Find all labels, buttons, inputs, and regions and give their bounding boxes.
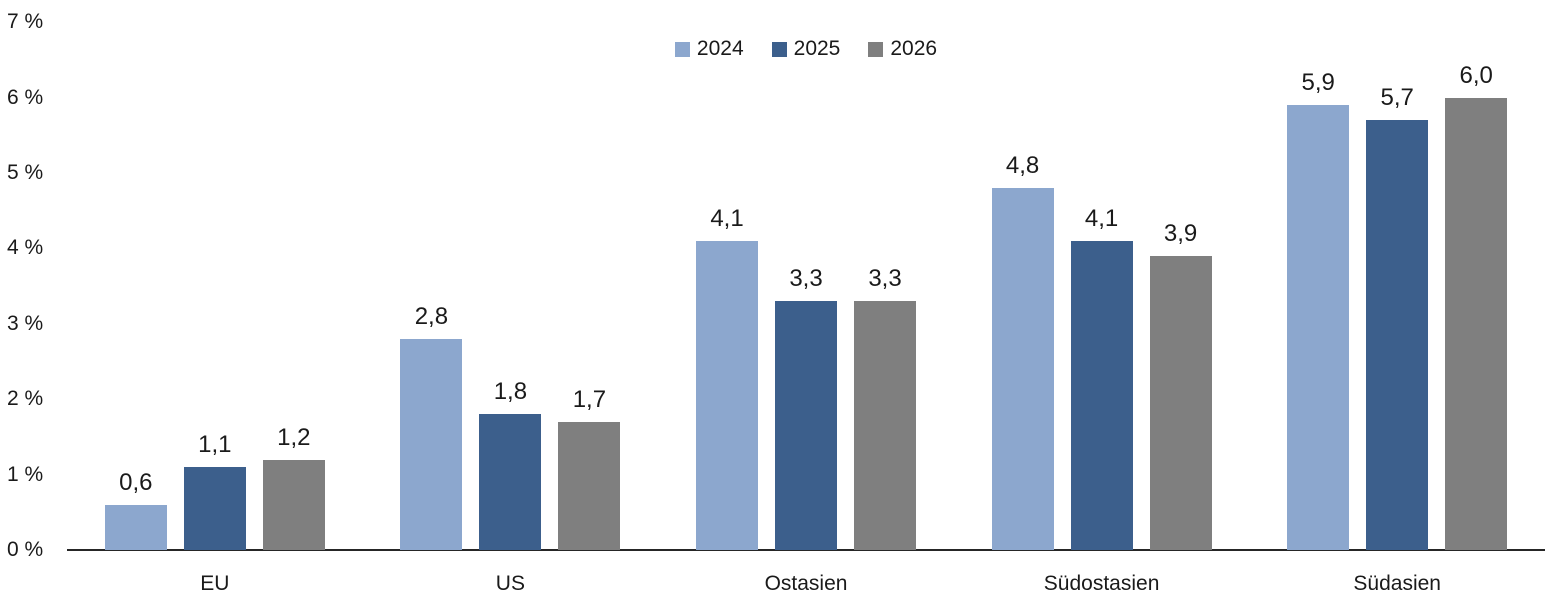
- data-label-Südasien-2024: 5,9: [1301, 69, 1335, 97]
- data-label-Ostasien-2024: 4,1: [710, 204, 744, 232]
- y-axis-tick-label: 6 %: [7, 85, 44, 109]
- data-label-Südostasien-2025: 4,1: [1084, 204, 1119, 232]
- y-axis-tick-label: 0 %: [7, 538, 44, 561]
- data-label-US-2026: 1,7: [572, 385, 607, 413]
- data-label-Südasien-2025: 5,7: [1380, 84, 1414, 112]
- bar-US-2026: [558, 421, 621, 550]
- y-axis-tick-label: 3 %: [7, 311, 44, 335]
- y-axis-tick-label: 7 %: [7, 10, 44, 34]
- data-label-Südostasien-2026: 3,9: [1163, 219, 1198, 247]
- bar-Südasien-2026: [1445, 97, 1508, 550]
- y-axis-tick-label: 2 %: [7, 387, 44, 411]
- bar-US-2024: [400, 338, 463, 550]
- data-label-Südasien-2026: 6,0: [1459, 61, 1493, 89]
- bar-Südasien-2024: [1287, 105, 1350, 550]
- x-axis-category-label: US: [495, 572, 525, 595]
- data-label-Ostasien-2026: 3,3: [868, 265, 902, 293]
- y-axis-tick-label: 5 %: [7, 161, 44, 184]
- bar-EU-2026: [262, 459, 325, 550]
- bar-Südasien-2025: [1366, 120, 1429, 550]
- data-label-EU-2024: 0,6: [119, 468, 153, 496]
- bar-Südostasien-2025: [1070, 240, 1133, 550]
- x-axis-category-label: Südasien: [1353, 572, 1441, 595]
- bar-Ostasien-2026: [854, 301, 916, 550]
- bar-EU-2025: [183, 467, 246, 550]
- bar-Ostasien-2024: [696, 240, 758, 550]
- bar-US-2025: [479, 414, 542, 550]
- data-label-US-2025: 1,8: [493, 378, 528, 406]
- data-label-EU-2026: 1,2: [277, 423, 311, 451]
- x-axis-category-label: Südostasien: [1043, 572, 1160, 595]
- bar-Ostasien-2025: [775, 301, 837, 550]
- data-label-EU-2025: 1,1: [198, 431, 232, 459]
- data-label-Südostasien-2024: 4,8: [1005, 152, 1040, 180]
- data-label-US-2024: 2,8: [414, 302, 449, 330]
- x-axis-category-label: EU: [200, 572, 230, 595]
- bar-EU-2024: [104, 504, 167, 550]
- y-axis-tick-label: 1 %: [7, 462, 44, 486]
- bar-Südostasien-2026: [1149, 255, 1212, 550]
- x-axis-category-label: Ostasien: [764, 572, 848, 595]
- bar-Südostasien-2024: [991, 188, 1054, 550]
- data-label-Ostasien-2025: 3,3: [789, 265, 823, 293]
- x-axis-line: [67, 549, 1545, 551]
- y-axis-tick-label: 4 %: [7, 236, 44, 260]
